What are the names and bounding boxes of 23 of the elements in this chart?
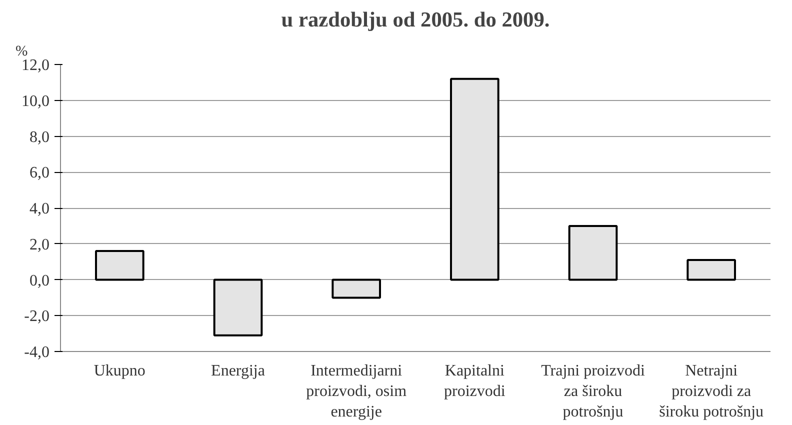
bar bbox=[568, 224, 618, 281]
bar bbox=[450, 78, 500, 281]
y-tick-label: 8,0 bbox=[30, 128, 50, 146]
y-tick-label: -2,0 bbox=[24, 308, 50, 326]
bar bbox=[95, 250, 144, 281]
x-tick-label: Netrajni proizvodi za široku potrošnju bbox=[659, 362, 764, 420]
y-axis-title: % bbox=[16, 44, 28, 60]
x-tick-label: Ukupno bbox=[94, 362, 146, 380]
y-tick-label: 4,0 bbox=[30, 200, 50, 218]
y-tick-label: 10,0 bbox=[22, 92, 50, 110]
y-tick-label: -4,0 bbox=[24, 344, 50, 361]
y-tick-label: 2,0 bbox=[30, 236, 50, 254]
x-tick-label: Energija bbox=[211, 362, 265, 380]
bar bbox=[686, 259, 736, 281]
chart-title: u razdoblju od 2005. do 2009. bbox=[281, 8, 550, 32]
y-tick-label: 0,0 bbox=[30, 272, 50, 290]
y-tick-label: 6,0 bbox=[30, 164, 50, 182]
x-tick-label: Kapitalni proizvodi bbox=[444, 362, 506, 400]
x-tick-label: Intermedijarni proizvodi, osim energije bbox=[306, 362, 408, 420]
bar bbox=[213, 278, 263, 336]
y-tick-label: 12,0 bbox=[22, 57, 50, 74]
bar bbox=[332, 278, 381, 299]
x-tick-label: Trajni proizvodi za široku potrošnju bbox=[541, 362, 646, 420]
